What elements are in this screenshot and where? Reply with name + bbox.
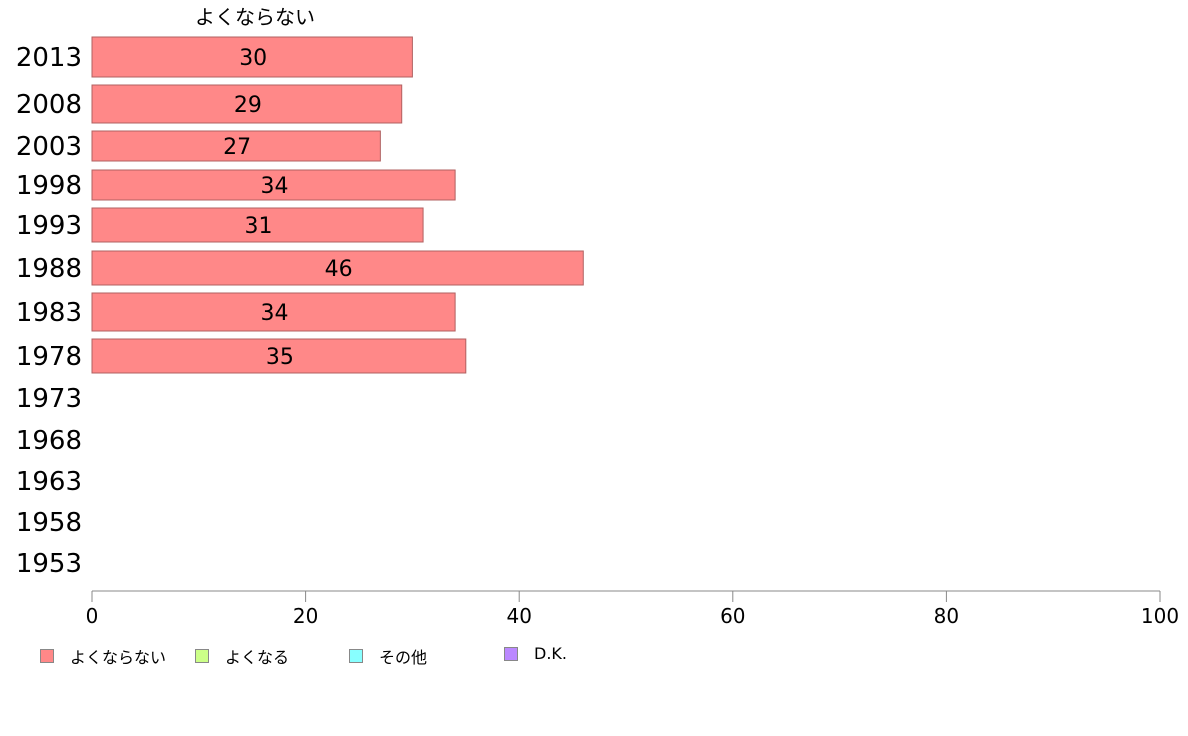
y-tick-label: 1963 — [16, 467, 82, 497]
bar — [91, 338, 467, 374]
bar — [91, 250, 584, 286]
legend-item: その他 — [349, 644, 427, 668]
y-tick-label: 2013 — [16, 43, 82, 73]
bar — [91, 207, 424, 243]
legend-item: D.K. — [504, 644, 567, 663]
data-label: 34 — [261, 174, 289, 199]
y-tick-label: 1998 — [16, 171, 82, 201]
legend-swatch — [349, 649, 363, 663]
y-tick-label: 1973 — [16, 384, 82, 414]
y-tick-label: 1983 — [16, 298, 82, 328]
y-tick-label: 1988 — [16, 254, 82, 284]
data-label: 34 — [261, 301, 289, 326]
y-tick-label: 1993 — [16, 211, 82, 241]
x-tick-label: 0 — [86, 604, 99, 628]
data-label: 29 — [234, 93, 262, 118]
legend-label: D.K. — [534, 644, 567, 663]
data-label: 31 — [245, 214, 273, 239]
legend-label: よくならない — [70, 648, 167, 667]
legend-item: よくなる — [195, 644, 289, 668]
data-label: 30 — [239, 46, 267, 71]
bar — [91, 130, 381, 162]
data-label: 27 — [223, 135, 251, 160]
x-tick-label: 60 — [720, 604, 745, 628]
series-title: よくならない — [195, 5, 315, 29]
bar — [91, 36, 413, 78]
legend: よくならない よくなる その他 D.K. — [0, 644, 1188, 668]
x-tick-label: 80 — [934, 604, 959, 628]
y-tick-label: 1953 — [16, 549, 82, 579]
x-axis: 0 20 40 60 80 100 — [86, 590, 1179, 628]
legend-swatch — [40, 649, 54, 663]
bar-chart: よくならない 30 29 27 34 31 46 34 35 2013 2008 2003 1998… — [16, 5, 1179, 628]
legend-label: その他 — [379, 648, 428, 667]
x-tick-label: 100 — [1141, 604, 1179, 628]
bar — [91, 292, 456, 332]
data-label: 46 — [325, 257, 353, 282]
y-tick-label: 1958 — [16, 508, 82, 538]
y-tick-label: 1968 — [16, 426, 82, 456]
y-tick-label: 2008 — [16, 90, 82, 120]
y-tick-label: 1978 — [16, 342, 82, 372]
legend-swatch — [195, 649, 209, 663]
legend-item: よくならない — [40, 644, 166, 668]
y-tick-label: 2003 — [16, 132, 82, 162]
x-tick-label: 20 — [293, 604, 318, 628]
legend-label: よくなる — [225, 648, 290, 667]
bar — [91, 84, 403, 124]
x-tick-label: 40 — [506, 604, 531, 628]
data-label: 35 — [266, 345, 294, 370]
bar — [91, 169, 456, 201]
legend-swatch — [504, 646, 518, 661]
